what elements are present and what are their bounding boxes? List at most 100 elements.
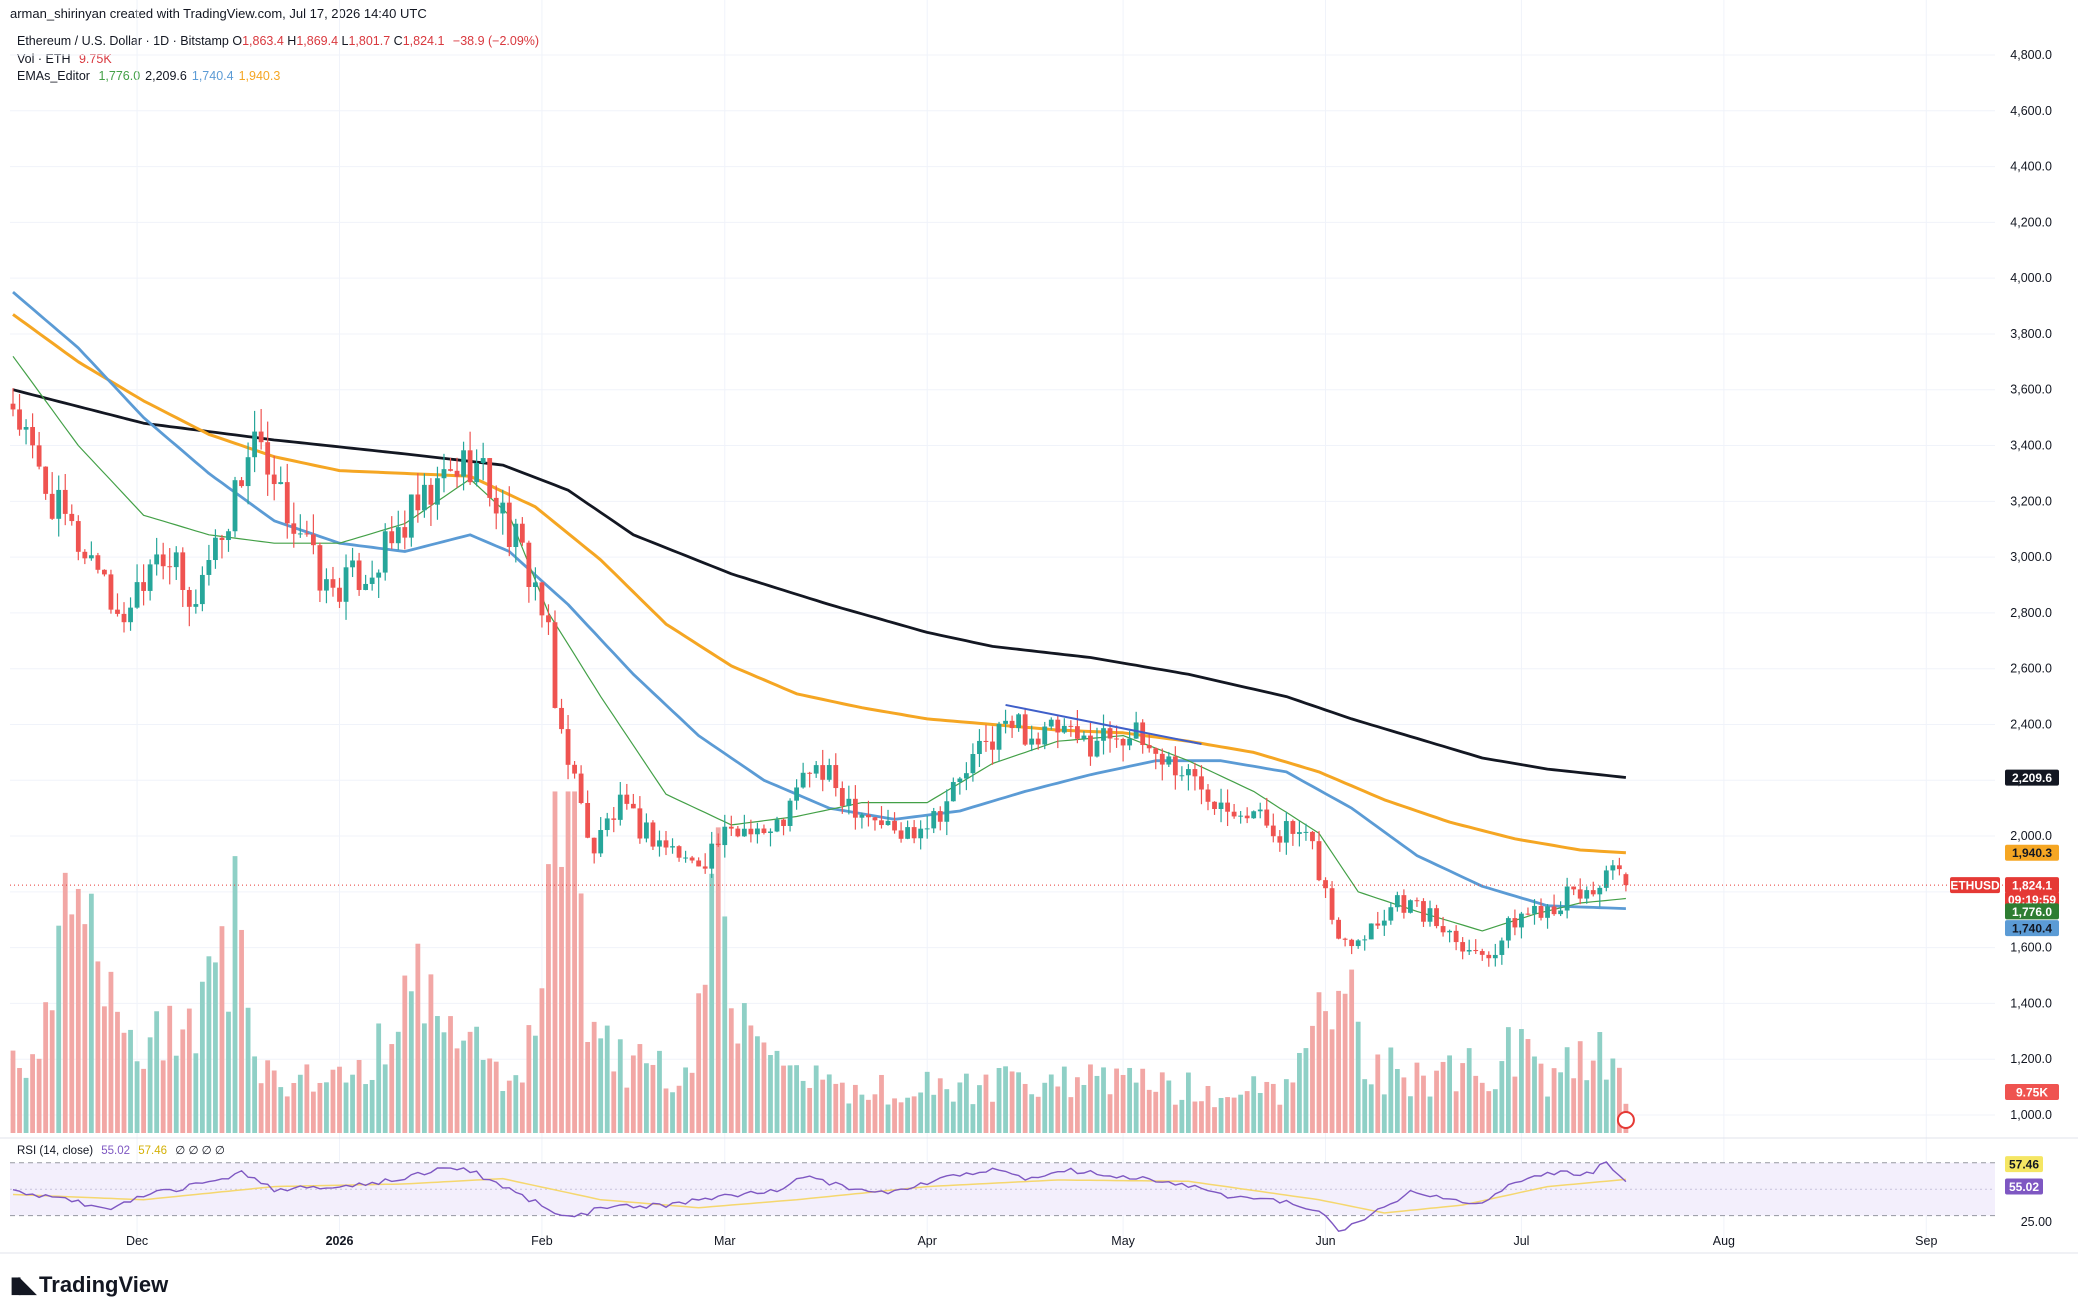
volume-bar [1551, 1068, 1557, 1133]
candle-body [617, 794, 623, 820]
candle-body [1127, 738, 1133, 746]
volume-bar [1290, 1082, 1296, 1133]
volume-bar [304, 1064, 310, 1133]
candle-body [846, 798, 852, 806]
candle-body [232, 480, 238, 532]
volume-bar [1199, 1101, 1204, 1133]
candle-body [304, 533, 310, 535]
volume-bar [36, 1058, 42, 1133]
candle-body [213, 537, 218, 561]
candle-body [990, 741, 995, 750]
trendline [1005, 703, 1202, 745]
volume-bar [833, 1083, 839, 1133]
volume-bar [1375, 1054, 1381, 1133]
candle-body [506, 502, 512, 547]
candle-body [480, 458, 486, 463]
time-tick-label: 2026 [326, 1234, 354, 1248]
candle-body [1107, 728, 1113, 739]
volume-bar [1081, 1084, 1087, 1133]
volume-bar [937, 1078, 943, 1133]
candle-body [872, 817, 878, 821]
volume-bar [1538, 1063, 1544, 1133]
price-tick-label: 3,800.0 [2010, 327, 2052, 341]
volume-bar [239, 929, 244, 1133]
candle-body [689, 857, 695, 861]
price-tag-bg [2005, 844, 2059, 861]
volume-bar [1146, 1089, 1152, 1133]
candle-body [10, 403, 16, 410]
candle-body [1584, 890, 1590, 899]
candle-body [1427, 908, 1433, 922]
candle-body [1460, 942, 1466, 952]
volume-bar [996, 1068, 1002, 1133]
volume-bar [931, 1094, 937, 1133]
candle-body [1355, 940, 1361, 947]
volume-bar [1316, 992, 1322, 1133]
volume-bar [1329, 1029, 1335, 1133]
candle-body [1486, 954, 1492, 959]
candle-body [761, 828, 767, 834]
candle-body [291, 523, 297, 534]
volume-bar [115, 1011, 120, 1133]
volume-bar [402, 975, 408, 1133]
volume-bar [1186, 1072, 1191, 1133]
volume-bar [500, 1091, 506, 1133]
candle-body [839, 788, 845, 806]
candle-body [1003, 720, 1008, 724]
candle-body [193, 604, 199, 607]
candle-body [206, 560, 212, 575]
volume-bar [278, 1087, 284, 1133]
candle-body [696, 860, 702, 867]
candle-body [1120, 738, 1126, 746]
rsi-tag-text: 57.46 [2009, 1158, 2039, 1172]
candle-body [1434, 908, 1439, 927]
price-axis: 4,800.0 4,600.0 4,400.0 4,200.0 4,000.0 3,800… [2010, 48, 2052, 1229]
candle-body [265, 442, 271, 475]
candle-body [461, 450, 466, 477]
candle-body [1408, 900, 1413, 913]
volume-bar [1336, 990, 1341, 1133]
price-tag: 2,209.6 [2005, 769, 2059, 786]
candle-body [604, 818, 610, 831]
candle-body [173, 552, 179, 568]
symbol-tag-bg [1950, 877, 2000, 894]
price-tag-text: 1,940.3 [2012, 846, 2052, 860]
volume-bar [1088, 1064, 1093, 1133]
rsi-tick-label: 25.00 [2021, 1215, 2052, 1229]
volume-bar [1159, 1072, 1165, 1133]
candle-body [1172, 756, 1178, 776]
candle-body [278, 482, 284, 485]
rsi-legend[interactable]: RSI (14, close) 55.02 57.46 ∅ ∅ ∅ ∅ [17, 1143, 225, 1157]
candle-body [128, 607, 133, 623]
volume-bar [1277, 1104, 1283, 1133]
candle-body [95, 555, 101, 570]
candle-body [866, 814, 871, 818]
symbol-legend[interactable]: Ethereum / U.S. Dollar · 1D · Bitstamp O… [17, 34, 539, 48]
price-tag: 1,776.0 [2005, 903, 2059, 920]
volume-bar [1532, 1056, 1537, 1133]
candle-body [1205, 789, 1211, 802]
volume-bar [154, 1011, 160, 1133]
candle-body [983, 740, 989, 742]
candle-body [1597, 887, 1603, 895]
candle-body [330, 579, 336, 588]
volume-bar [1616, 1067, 1622, 1133]
volume-bar [983, 1074, 989, 1133]
price-tag-text: 2,209.6 [2012, 771, 2052, 785]
candle-body [852, 798, 858, 818]
candle-body [1016, 714, 1022, 729]
ohlc-value-c: 1,824.1 [402, 34, 445, 48]
candle-body [1610, 865, 1616, 871]
candle-body [62, 489, 68, 514]
ema-legend[interactable]: EMAs_Editor 1,776.0 2,209.6 1,740.4 1,940.3 [17, 69, 280, 83]
volume-bar [1283, 1079, 1289, 1133]
price-tick-label: 2,400.0 [2010, 717, 2052, 731]
volume-bar [408, 991, 414, 1133]
candle-body [598, 830, 604, 854]
volume-bar [852, 1084, 858, 1133]
price-tag-bg [2005, 920, 2059, 937]
candle-body [1342, 938, 1348, 940]
candle-body [402, 527, 408, 538]
candle-body [1081, 735, 1087, 739]
